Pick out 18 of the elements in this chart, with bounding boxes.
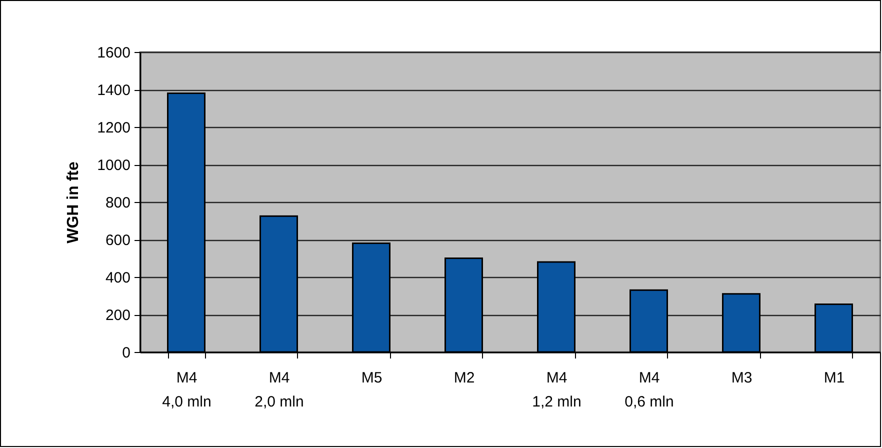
x-tick-label: M4 2,0 mln: [254, 370, 304, 410]
x-tick-label: M1: [824, 370, 845, 386]
y-tick-label: 1200: [97, 120, 130, 136]
x-tick-label: M4 4,0 mln: [162, 370, 212, 410]
y-tick-label: 400: [105, 270, 130, 286]
x-tick-label: M5: [361, 370, 382, 386]
y-axis-title: WGH in fte: [65, 162, 82, 244]
y-tick-label: 800: [105, 194, 130, 212]
y-tick-label: 200: [105, 307, 130, 324]
y-tick-label: 0: [122, 344, 130, 362]
x-tick-label: M4 1,2 mln: [532, 370, 582, 410]
x-tick-label: M3: [731, 370, 752, 386]
y-tick-label: 1600: [97, 44, 130, 62]
y-tick-label: 1000: [97, 157, 130, 174]
y-tick-label: 600: [105, 232, 130, 249]
y-tick-label: 1400: [97, 82, 130, 99]
x-tick-label: M2: [454, 370, 475, 386]
x-tick-label: M4 0,6 mln: [624, 370, 674, 410]
